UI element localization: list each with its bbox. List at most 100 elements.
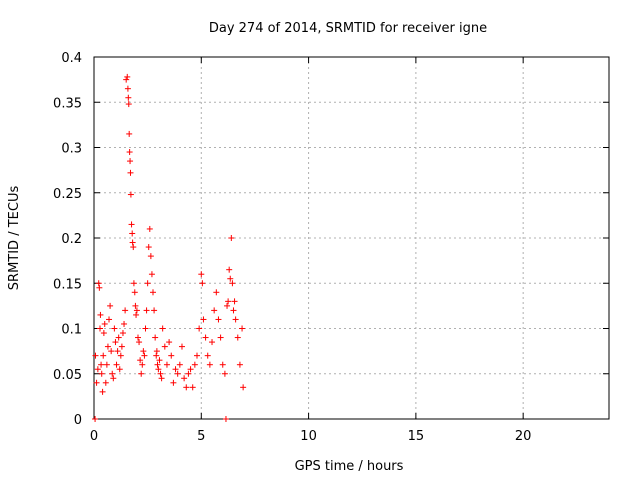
data-point: [166, 339, 173, 346]
data-point: [141, 352, 148, 359]
data-point: [97, 311, 104, 318]
data-point: [209, 339, 216, 346]
data-point: [198, 271, 205, 278]
data-point: [106, 316, 113, 323]
data-point: [113, 361, 120, 368]
x-axis-label: GPS time / hours: [295, 459, 404, 474]
data-point: [227, 275, 234, 282]
data-point: [111, 325, 118, 332]
data-point: [133, 307, 140, 314]
data-point: [127, 169, 134, 176]
y-tick-label: 0.05: [53, 368, 82, 383]
grid-lines: [94, 57, 609, 419]
data-point: [112, 339, 119, 346]
data-point: [181, 375, 188, 382]
data-point: [172, 366, 179, 373]
data-point: [204, 352, 211, 359]
data-point: [150, 289, 157, 296]
y-tick-label: 0.1: [61, 323, 82, 338]
data-point: [128, 221, 135, 228]
y-tick-label: 0.4: [61, 51, 82, 66]
data-point: [199, 280, 206, 287]
data-point: [96, 284, 103, 291]
y-tick-label: 0: [74, 413, 82, 428]
data-point: [161, 343, 168, 350]
data-point: [211, 307, 218, 314]
data-point: [138, 370, 145, 377]
data-point: [100, 352, 107, 359]
data-point: [158, 375, 165, 382]
data-point: [215, 316, 222, 323]
data-point: [117, 352, 124, 359]
data-points: [92, 73, 247, 422]
chart-title: Day 274 of 2014, SRMTID for receiver ign…: [209, 21, 487, 36]
data-point: [217, 334, 224, 341]
y-tick-label: 0.15: [53, 277, 82, 292]
data-point: [228, 235, 235, 241]
data-point: [124, 73, 131, 80]
data-point: [239, 325, 246, 332]
data-point: [176, 361, 183, 368]
data-point: [170, 379, 177, 386]
data-point: [234, 334, 241, 341]
data-point: [153, 352, 160, 359]
data-point: [95, 280, 102, 287]
data-point: [94, 366, 101, 373]
y-tick-label: 0.25: [53, 187, 82, 202]
data-point: [116, 366, 123, 373]
data-point: [152, 334, 159, 341]
plot-frame: [93, 56, 610, 420]
data-point: [157, 370, 164, 377]
data-point: [129, 239, 136, 246]
data-point: [136, 339, 143, 346]
data-point: [137, 357, 144, 364]
data-point: [185, 370, 192, 377]
data-point: [121, 320, 128, 327]
data-point: [213, 289, 220, 296]
data-point: [125, 94, 132, 101]
y-tick-label: 0.2: [61, 232, 82, 247]
data-point: [99, 388, 106, 395]
data-point: [124, 85, 131, 92]
data-point: [131, 289, 138, 296]
data-point: [189, 384, 196, 391]
data-point: [132, 302, 139, 309]
data-point: [102, 379, 109, 386]
data-point: [108, 348, 115, 355]
data-point: [153, 348, 160, 355]
data-point: [114, 348, 121, 355]
data-point: [130, 244, 137, 251]
data-point: [225, 298, 232, 305]
data-point: [98, 361, 105, 368]
data-point: [221, 370, 228, 377]
data-point: [191, 361, 198, 368]
data-point: [104, 343, 111, 350]
data-point: [151, 307, 158, 314]
data-point: [200, 316, 207, 323]
data-point: [219, 361, 226, 368]
data-point: [224, 302, 231, 309]
data-point: [98, 370, 105, 377]
data-point: [163, 361, 170, 368]
data-point: [147, 253, 154, 260]
data-point: [222, 416, 229, 422]
tick-labels: 0 5 10 15 20 0 0.05 0.1 0.15 0.2 0.25 0.3 0.35 0.4: [53, 51, 531, 444]
data-point: [92, 416, 99, 422]
data-point: [100, 330, 107, 337]
y-tick-label: 0.35: [53, 96, 82, 111]
axis-ticks: [93, 56, 609, 420]
data-point: [130, 280, 137, 287]
data-point: [145, 244, 152, 251]
data-point: [236, 361, 243, 368]
data-point: [103, 361, 110, 368]
data-point: [122, 307, 129, 314]
data-point: [127, 158, 134, 165]
data-point: [101, 320, 108, 327]
data-point: [134, 334, 141, 341]
x-tick-label: 15: [408, 429, 425, 444]
data-point: [129, 230, 136, 237]
data-point: [229, 280, 236, 287]
data-point: [196, 325, 203, 332]
data-point: [125, 101, 132, 108]
